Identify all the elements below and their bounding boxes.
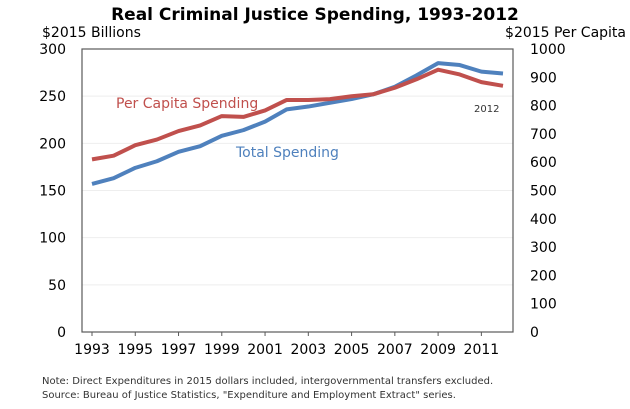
series-label-per-capita: Per Capita Spending	[116, 96, 258, 112]
note-text: Note: Direct Expenditures in 2015 dollar…	[42, 376, 493, 387]
right-tick-label: 800	[530, 99, 557, 115]
left-tick-label: 150	[39, 184, 66, 200]
right-tick-labels: 0 100 200 300 400 500 600 700 800 900 1000	[530, 42, 566, 341]
right-tick-label: 500	[530, 184, 557, 200]
right-tick-label: 400	[530, 212, 557, 228]
x-tick-label: 1993	[74, 342, 110, 358]
right-tick-label: 200	[530, 268, 557, 284]
right-axis-label: $2015 Per Capita	[505, 25, 626, 41]
left-tick-label: 0	[57, 325, 66, 341]
plot-frame	[81, 48, 514, 333]
left-tick-label: 100	[39, 231, 66, 247]
source-text: Source: Bureau of Justice Statistics, "E…	[42, 390, 456, 401]
left-tick-label: 300	[39, 42, 66, 58]
x-tick-label: 2009	[420, 342, 456, 358]
right-tick-label: 600	[530, 155, 557, 171]
x-tick-label: 1995	[117, 342, 153, 358]
right-tick-label: 700	[530, 127, 557, 143]
x-tick-label: 1997	[161, 342, 197, 358]
right-tick-label: 1000	[530, 42, 566, 58]
series-lines	[91, 61, 504, 186]
series-line-total	[91, 61, 504, 186]
right-tick-label: 0	[530, 325, 539, 341]
x-tick-labels: 1993 1995 1997 1999 2001 2003 2005 2007 2009 2011	[74, 332, 499, 358]
x-tick-label: 2011	[464, 342, 500, 358]
x-tick-label: 2003	[290, 342, 326, 358]
right-tick-label: 100	[530, 297, 557, 313]
left-tick-labels: 0 50 100 150 200 250 300	[39, 42, 66, 341]
x-tick-label: 2005	[334, 342, 370, 358]
left-axis-label: $2015 Billions	[42, 25, 141, 41]
series-label-total: Total Spending	[235, 145, 339, 161]
left-tick-label: 250	[39, 89, 66, 105]
annotation-2012: 2012	[474, 104, 499, 115]
right-tick-label: 900	[530, 70, 557, 86]
gridlines	[82, 95, 513, 286]
chart-title: Real Criminal Justice Spending, 1993-201…	[111, 5, 519, 25]
right-tick-label: 300	[530, 240, 557, 256]
x-tick-label: 2001	[247, 342, 283, 358]
left-tick-label: 200	[39, 136, 66, 152]
left-tick-label: 50	[48, 278, 66, 294]
series-line-per-capita	[91, 67, 504, 162]
x-tick-label: 2007	[377, 342, 413, 358]
x-tick-label: 1999	[204, 342, 240, 358]
